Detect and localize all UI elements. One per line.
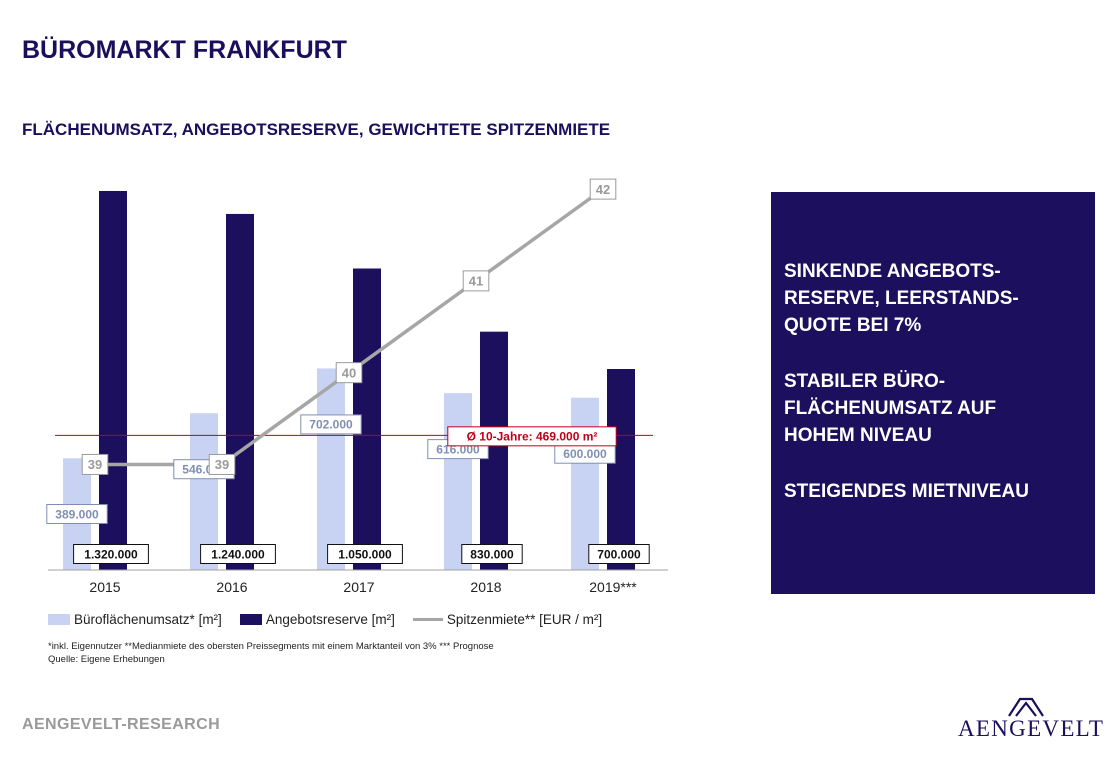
data-label-angebotsreserve-2018: 830.000 bbox=[470, 547, 514, 561]
chart-area: 2015 2016 2017 2018 2019***389.0001.320.0005… bbox=[46, 178, 668, 595]
footnote-source: Quelle: Eigene Erhebungen bbox=[48, 654, 165, 665]
reference-line-label-box bbox=[447, 426, 617, 447]
data-label-spitzenmiete-2016-box bbox=[208, 453, 236, 475]
x-tick-label-2019: 2019*** bbox=[589, 579, 637, 595]
data-label-spitzenmiete-2018: 41 bbox=[469, 274, 483, 289]
data-label-spitzenmiete-2017: 40 bbox=[342, 365, 356, 380]
logo-roof-icon bbox=[1008, 697, 1044, 717]
legend-swatch-flaechenumsatz bbox=[48, 614, 70, 625]
data-label-spitzenmiete-2015-box bbox=[81, 453, 109, 475]
footnote-line-1: *inkl. Eigennutzer **Medianmiete des obe… bbox=[48, 641, 494, 652]
data-label-spitzenmiete-2019-box bbox=[589, 178, 617, 200]
data-label-flaechenumsatz-2015-box bbox=[46, 504, 108, 524]
data-label-spitzenmiete-2017-box bbox=[335, 362, 363, 384]
x-tick-label-2015: 2015 bbox=[89, 579, 120, 595]
data-label-angebotsreserve-2019: 700.000 bbox=[597, 547, 641, 561]
legend-swatch-spitzenmiete bbox=[412, 618, 443, 621]
x-tick-label-2017: 2017 bbox=[343, 579, 374, 595]
chart-subtitle: FLÄCHENUMSATZ, ANGEBOTSRESERVE, GEWICHTE… bbox=[22, 120, 611, 139]
page-title: BÜROMARKT FRANKFURT bbox=[22, 36, 347, 64]
data-label-angebotsreserve-2018-box bbox=[461, 544, 523, 564]
legend-item-flaechenumsatz: Büroflächenumsatz* [m²] bbox=[48, 612, 222, 627]
info-item-angebotsreserve: SINKENDE ANGEBOTS- RESERVE, LEERSTANDS- … bbox=[784, 261, 1019, 336]
data-label-angebotsreserve-2015: 1.320.000 bbox=[84, 547, 138, 561]
data-label-flaechenumsatz-2017: 702.000 bbox=[309, 418, 353, 432]
legend-item-angebotsreserve: Angebotsreserve [m²] bbox=[239, 612, 395, 627]
legend-swatch-angebotsreserve bbox=[239, 614, 262, 625]
data-label-spitzenmiete-2016: 39 bbox=[215, 457, 229, 472]
info-item-flaechenumsatz: STABILER BÜRO- FLÄCHENUMSATZ AUF HOHEM N… bbox=[784, 371, 997, 446]
bar-flaechenumsatz-2018 bbox=[444, 393, 472, 570]
data-label-angebotsreserve-2017: 1.050.000 bbox=[338, 547, 392, 561]
chart-footnote: *inkl. Eigennutzer **Medianmiete des obe… bbox=[48, 640, 494, 666]
data-label-spitzenmiete-2018-box bbox=[462, 270, 490, 292]
x-tick-label-2018: 2018 bbox=[470, 579, 501, 595]
data-label-angebotsreserve-2017-box bbox=[327, 544, 403, 564]
bar-angebotsreserve-2019 bbox=[607, 369, 635, 570]
reference-line-label: Ø 10-Jahre: 469.000 m² bbox=[467, 430, 598, 444]
info-box: SINKENDE ANGEBOTS- RESERVE, LEERSTANDS- … bbox=[771, 192, 1095, 594]
data-label-angebotsreserve-2016: 1.240.000 bbox=[211, 547, 265, 561]
x-tick-label-2016: 2016 bbox=[216, 579, 247, 595]
chart-legend: Büroflächenumsatz* [m²] Angebotsreserve … bbox=[48, 612, 620, 627]
logo-text: AENGEVELT bbox=[958, 716, 1105, 741]
data-label-angebotsreserve-2019-box bbox=[588, 544, 650, 564]
data-label-flaechenumsatz-2017-box bbox=[300, 414, 362, 435]
legend-item-spitzenmiete: Spitzenmiete** [EUR / m²] bbox=[412, 612, 603, 627]
legend-label-angebotsreserve: Angebotsreserve [m²] bbox=[265, 612, 395, 627]
bar-flaechenumsatz-2017 bbox=[317, 368, 345, 570]
data-label-spitzenmiete-2015: 39 bbox=[88, 457, 102, 472]
info-item-mietniveau: STEIGENDES MIETNIVEAU bbox=[784, 481, 1029, 502]
data-label-angebotsreserve-2016-box bbox=[200, 544, 276, 564]
footer-brand: AENGEVELT-RESEARCH bbox=[22, 716, 221, 733]
data-label-angebotsreserve-2015-box bbox=[73, 544, 149, 564]
data-label-flaechenumsatz-2015: 389.000 bbox=[55, 507, 99, 521]
legend-label-flaechenumsatz: Büroflächenumsatz* [m²] bbox=[74, 612, 222, 627]
legend-label-spitzenmiete: Spitzenmiete** [EUR / m²] bbox=[446, 612, 603, 627]
bar-angebotsreserve-2016 bbox=[226, 213, 254, 570]
data-label-flaechenumsatz-2019: 600.000 bbox=[563, 447, 607, 461]
data-label-spitzenmiete-2019: 42 bbox=[596, 182, 610, 197]
bar-flaechenumsatz-2016 bbox=[190, 413, 218, 570]
aengevelt-logo: AENGEVELT bbox=[958, 694, 1103, 750]
